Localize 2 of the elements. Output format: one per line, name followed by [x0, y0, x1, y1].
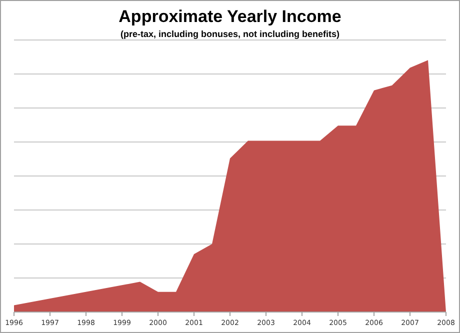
chart-subtitle: (pre-tax, including bonuses, not including benefits) — [120, 29, 340, 39]
chart-title: Approximate Yearly Income — [118, 7, 342, 26]
